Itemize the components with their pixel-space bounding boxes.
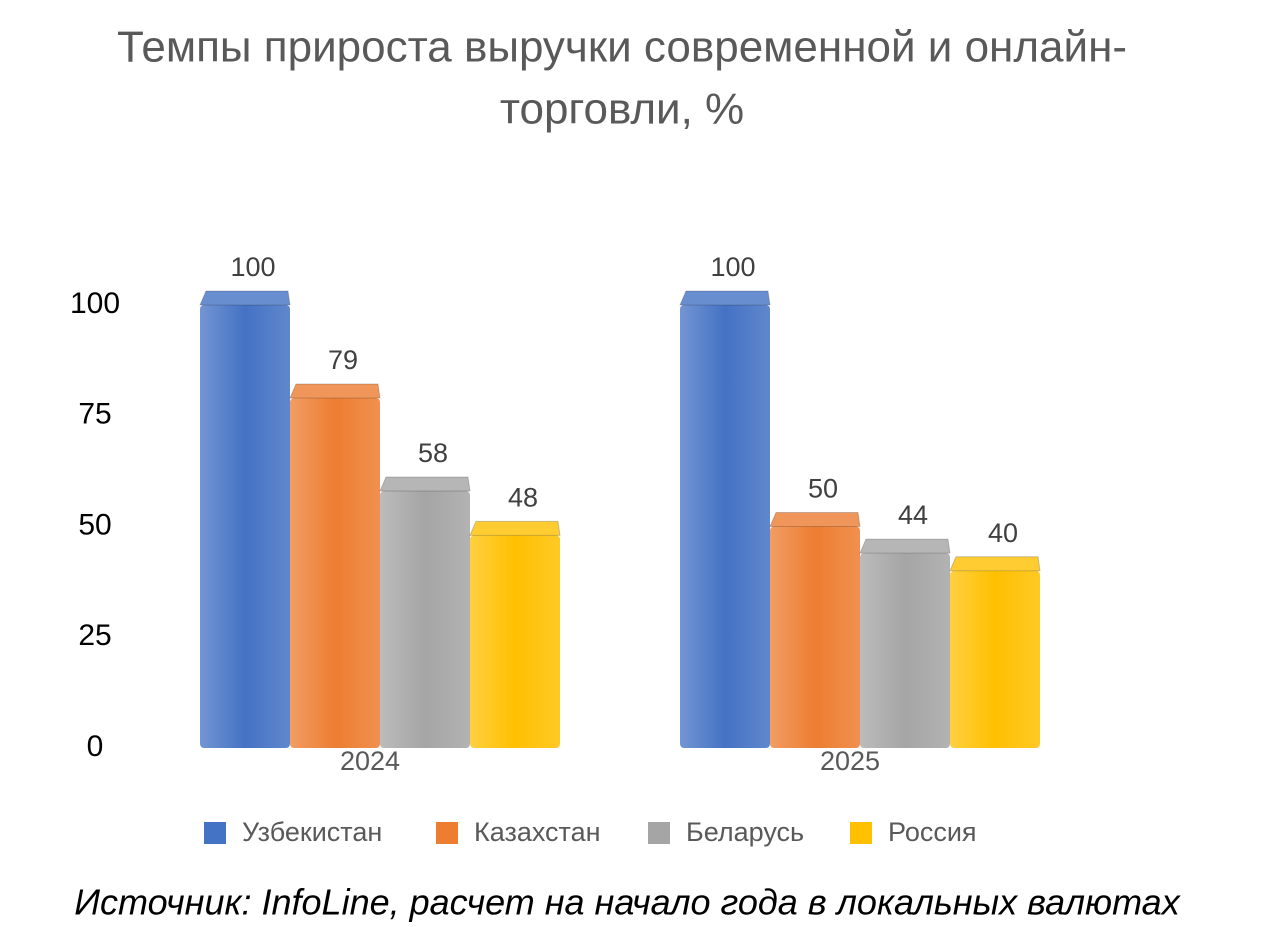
y-tick-label: 75 <box>78 398 111 431</box>
data-label: 58 <box>418 438 448 468</box>
bar <box>380 491 470 748</box>
x-tick-label: 2024 <box>340 746 400 776</box>
bar <box>470 535 560 748</box>
legend-swatch <box>648 822 670 844</box>
bar-top <box>199 290 291 306</box>
legend-label: Узбекистан <box>242 817 382 847</box>
y-tick-label: 25 <box>78 619 111 652</box>
data-label: 48 <box>508 482 538 512</box>
data-label: 79 <box>328 345 358 375</box>
chart-title: торговли, % <box>500 85 744 134</box>
legend-label: Беларусь <box>686 817 804 847</box>
legend-swatch <box>850 822 872 844</box>
bar-top <box>469 520 561 536</box>
y-tick-label: 50 <box>78 508 111 541</box>
data-label: 100 <box>710 252 755 282</box>
legend-label: Казахстан <box>474 817 601 847</box>
bar <box>770 526 860 748</box>
chart-title: Темпы прироста выручки современной и онл… <box>117 23 1127 72</box>
bar-top <box>379 476 471 492</box>
legend-swatch <box>436 822 458 844</box>
y-tick-label: 0 <box>87 730 104 763</box>
data-label: 40 <box>988 518 1018 548</box>
bar-top <box>769 512 861 527</box>
source-note: Источник: InfoLine, расчет на начало год… <box>74 882 1181 923</box>
bar-top <box>949 556 1041 572</box>
bar <box>200 305 290 748</box>
bar-top <box>289 383 381 399</box>
bar <box>290 398 380 748</box>
legend-swatch <box>204 822 226 844</box>
bar <box>680 305 770 748</box>
bar-top <box>679 290 771 306</box>
bar <box>860 553 950 748</box>
bar-top <box>859 538 951 554</box>
data-label: 50 <box>808 474 838 504</box>
x-tick-label: 2025 <box>820 746 880 776</box>
legend-label: Россия <box>888 817 977 847</box>
data-label: 44 <box>898 500 928 530</box>
data-label: 100 <box>230 252 275 282</box>
y-tick-label: 100 <box>70 287 120 320</box>
bar <box>950 570 1040 748</box>
